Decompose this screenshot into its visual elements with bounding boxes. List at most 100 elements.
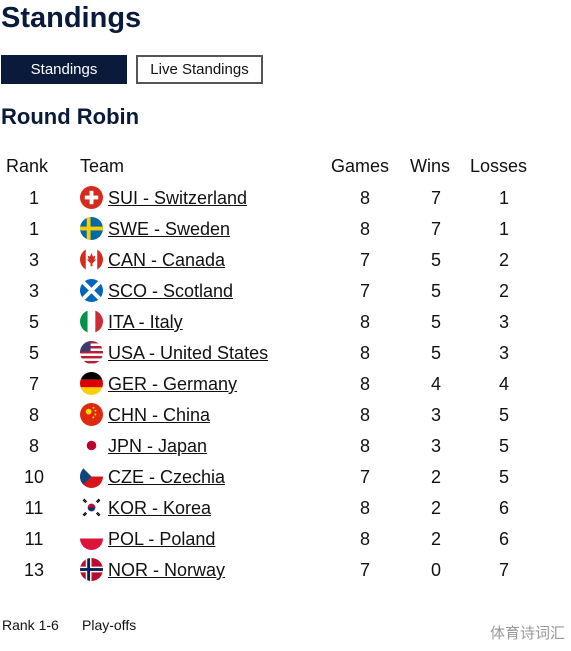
- team-link[interactable]: CHN - China: [108, 405, 211, 425]
- wins-cell: 3: [430, 436, 441, 456]
- rank-cell: 1: [28, 188, 39, 208]
- losses-cell: 6: [498, 529, 509, 549]
- rank-cell: 5: [28, 343, 39, 363]
- wins-cell: 2: [430, 498, 441, 518]
- table-row: 1 SWE - Sweden 8 7 1: [0, 216, 571, 247]
- column-header-games: Games: [331, 156, 390, 176]
- losses-cell: 6: [498, 498, 509, 518]
- team-link[interactable]: SUI - Switzerland: [108, 188, 248, 208]
- wins-cell: 4: [430, 374, 441, 394]
- flag-canada-icon: [80, 248, 103, 271]
- team-link[interactable]: CZE - Czechia: [108, 467, 226, 487]
- flag-czechia-icon: [80, 465, 103, 488]
- table-row: 8 JPN - Japan 8 3 5: [0, 433, 571, 464]
- flag-sweden-icon: [80, 217, 103, 240]
- table-row: 1 SUI - Switzerland 8 7 1: [0, 185, 571, 216]
- table-row: 3 SCO - Scotland 7 5 2: [0, 278, 571, 309]
- table-row: 3 CAN - Canada 7 5 2: [0, 247, 571, 278]
- team-link[interactable]: SCO - Scotland: [108, 281, 234, 301]
- rank-cell: 10: [23, 467, 45, 487]
- table-row: 11 KOR - Korea 8 2 6: [0, 495, 571, 526]
- wins-cell: 5: [430, 343, 441, 363]
- wins-cell: 2: [430, 529, 441, 549]
- losses-cell: 1: [498, 188, 509, 208]
- rank-cell: 8: [28, 405, 39, 425]
- flag-italy-icon: [80, 310, 103, 333]
- games-cell: 8: [359, 188, 370, 208]
- team-link[interactable]: USA - United States: [108, 343, 269, 363]
- flag-switzerland-icon: [80, 186, 103, 209]
- team-link[interactable]: SWE - Sweden: [108, 219, 231, 239]
- column-header-wins: Wins: [410, 156, 450, 176]
- wins-cell: 5: [430, 312, 441, 332]
- flag-norway-icon: [80, 558, 103, 581]
- team-link[interactable]: CAN - Canada: [108, 250, 226, 270]
- losses-cell: 1: [498, 219, 509, 239]
- losses-cell: 3: [498, 343, 509, 363]
- games-cell: 8: [359, 498, 370, 518]
- flag-usa-icon: [80, 341, 103, 364]
- rank-cell: 3: [28, 250, 39, 270]
- wins-cell: 7: [430, 188, 441, 208]
- team-link[interactable]: GER - Germany: [108, 374, 238, 394]
- rank-cell: 11: [24, 529, 44, 549]
- losses-cell: 2: [498, 281, 509, 301]
- games-cell: 7: [359, 560, 370, 580]
- table-row: 5 ITA - Italy 8 5 3: [0, 309, 571, 340]
- wins-cell: 7: [430, 219, 441, 239]
- table-row: 11 POL - Poland 8 2 6: [0, 526, 571, 557]
- team-link[interactable]: KOR - Korea: [108, 498, 212, 518]
- team-link[interactable]: ITA - Italy: [108, 312, 183, 332]
- games-cell: 7: [359, 467, 370, 487]
- tab-live-standings[interactable]: Live Standings: [136, 55, 263, 84]
- section-title: Round Robin: [1, 104, 140, 129]
- tab-standings[interactable]: Standings: [1, 55, 127, 84]
- games-cell: 8: [359, 436, 370, 456]
- losses-cell: 3: [498, 312, 509, 332]
- wins-cell: 0: [430, 560, 441, 580]
- flag-scotland-icon: [80, 279, 103, 302]
- wins-cell: 5: [430, 281, 441, 301]
- rank-cell: 13: [23, 560, 45, 580]
- flag-korea-icon: [80, 496, 103, 519]
- games-cell: 7: [359, 281, 370, 301]
- legend-key: Rank 1-6: [2, 617, 59, 633]
- flag-china-icon: [80, 403, 103, 426]
- table-row: 13 NOR - Norway 7 0 7: [0, 557, 571, 588]
- rank-cell: 7: [28, 374, 39, 394]
- rank-cell: 8: [28, 436, 39, 456]
- column-header-losses: Losses: [470, 156, 528, 176]
- wins-cell: 3: [430, 405, 441, 425]
- rank-cell: 1: [28, 219, 39, 239]
- games-cell: 7: [359, 250, 370, 270]
- games-cell: 8: [359, 405, 370, 425]
- games-cell: 8: [359, 529, 370, 549]
- table-row: 7 GER - Germany 8 4 4: [0, 371, 571, 402]
- column-header-team: Team: [80, 156, 125, 176]
- games-cell: 8: [359, 374, 370, 394]
- team-link[interactable]: NOR - Norway: [108, 560, 226, 580]
- games-cell: 8: [359, 312, 370, 332]
- rank-cell: 11: [24, 498, 44, 518]
- losses-cell: 2: [498, 250, 509, 270]
- page-title: Standings: [1, 2, 142, 34]
- table-row: 10 CZE - Czechia 7 2 5: [0, 464, 571, 495]
- wins-cell: 2: [430, 467, 441, 487]
- flag-japan-icon: [80, 434, 103, 457]
- games-cell: 8: [359, 343, 370, 363]
- table-row: 5 USA - United States 8 5 3: [0, 340, 571, 371]
- team-link[interactable]: POL - Poland: [108, 529, 216, 549]
- losses-cell: 7: [498, 560, 509, 580]
- losses-cell: 5: [498, 436, 509, 456]
- losses-cell: 5: [498, 467, 509, 487]
- legend-value: Play-offs: [82, 617, 137, 633]
- flag-germany-icon: [80, 372, 103, 395]
- column-header-rank: Rank: [6, 156, 49, 176]
- flag-poland-icon: [80, 527, 103, 550]
- games-cell: 8: [359, 219, 370, 239]
- watermark: 体育诗词汇: [489, 625, 565, 642]
- rank-cell: 5: [28, 312, 39, 332]
- team-link[interactable]: JPN - Japan: [108, 436, 208, 456]
- losses-cell: 4: [498, 374, 509, 394]
- losses-cell: 5: [498, 405, 509, 425]
